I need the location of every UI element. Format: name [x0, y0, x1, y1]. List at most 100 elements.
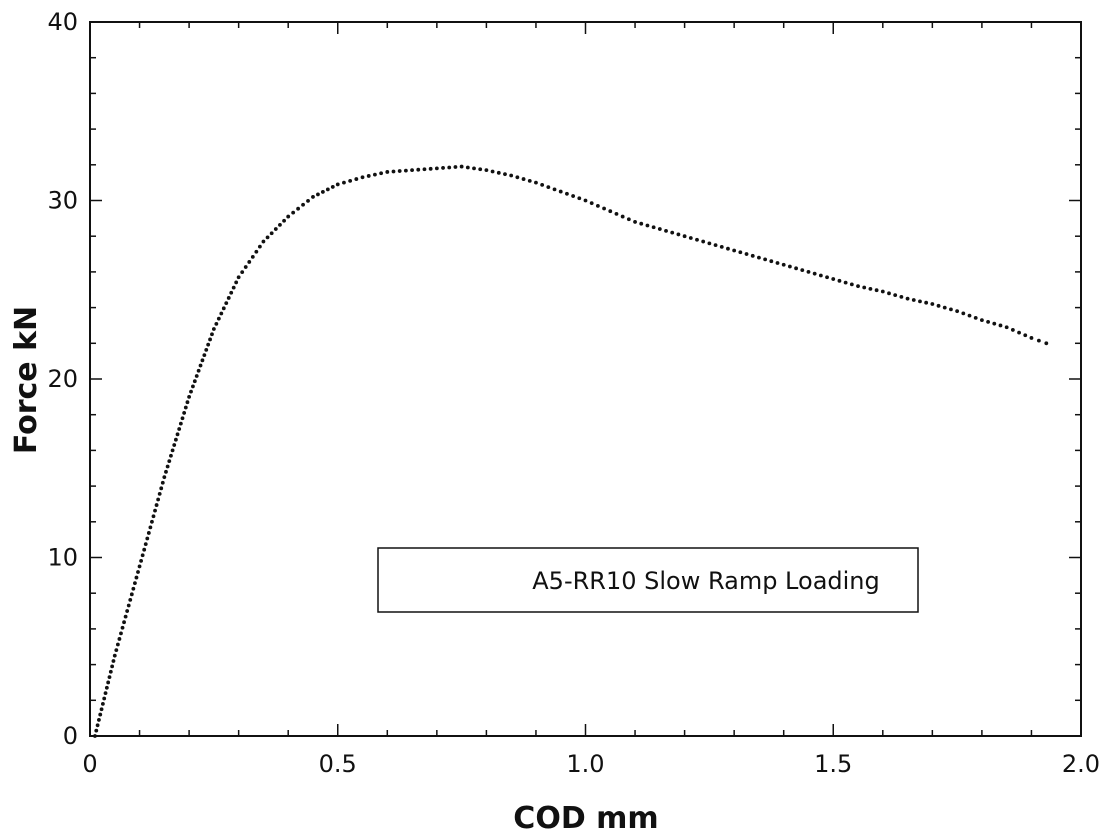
series-dot	[204, 347, 209, 352]
series-dot	[306, 198, 310, 203]
x-tick-label: 0	[82, 750, 97, 778]
series-dot	[131, 586, 136, 591]
series-dot	[571, 194, 576, 198]
series-dot	[527, 178, 532, 183]
data-point	[137, 564, 142, 569]
series-dot	[143, 542, 148, 547]
series-dot	[278, 222, 282, 227]
series-dot	[676, 232, 681, 237]
series-dot	[154, 503, 159, 507]
series-dot	[142, 547, 147, 552]
series-dot	[219, 311, 224, 316]
data-point	[781, 262, 786, 267]
series-dot	[577, 196, 582, 201]
x-tick-labels: 0 0.5 1.0 1.5 2.0	[82, 750, 1100, 778]
series-dot	[670, 230, 675, 235]
data-point	[682, 234, 687, 239]
series-dot	[200, 358, 205, 363]
series-dot	[490, 169, 495, 174]
data-point	[955, 309, 960, 314]
series-dot	[103, 691, 108, 696]
series-dot	[208, 337, 212, 342]
data-point	[509, 173, 514, 178]
data-point	[732, 248, 737, 253]
series-dot	[354, 177, 359, 181]
series-dot	[373, 172, 377, 177]
series-dot	[416, 167, 421, 172]
series-dot	[763, 257, 768, 262]
plot-frame	[89, 21, 1082, 737]
series-dot	[189, 389, 193, 394]
series-dot	[136, 570, 140, 574]
series-dot	[1010, 328, 1015, 332]
series-dot	[403, 168, 408, 173]
series-dot	[744, 252, 749, 256]
series-dot	[620, 214, 625, 219]
series-dot	[129, 592, 134, 597]
series-dot	[967, 313, 972, 318]
series-dot	[325, 187, 330, 192]
series-dot	[226, 296, 231, 300]
series-dot	[231, 285, 236, 290]
series-dot	[126, 603, 131, 608]
series-dot	[973, 315, 978, 320]
tick-marks	[89, 21, 1082, 737]
series-dot	[216, 316, 221, 321]
data-point	[1044, 341, 1049, 346]
series-dot	[117, 637, 122, 641]
y-tick-label: 20	[47, 365, 78, 393]
series-dot	[503, 172, 507, 177]
series-dot	[240, 270, 245, 275]
series-dot	[515, 175, 520, 180]
series-dot	[192, 379, 197, 384]
series-dot	[150, 519, 154, 524]
series-dot	[330, 185, 335, 189]
series-dot	[397, 169, 402, 173]
series-dot	[153, 508, 157, 513]
y-tick-label: 0	[63, 722, 78, 750]
series-dot	[862, 285, 867, 290]
y-tick-label: 40	[47, 8, 78, 36]
series-dot	[178, 421, 183, 426]
x-axis-title: COD mm	[513, 801, 658, 835]
series-dot	[391, 169, 396, 174]
x-tick-label: 1.0	[566, 750, 604, 778]
legend-box	[377, 547, 919, 613]
series-dot	[164, 469, 168, 474]
series-dot	[156, 497, 161, 502]
series-dot	[234, 280, 239, 285]
series-dot	[180, 416, 185, 421]
data-point	[980, 318, 984, 322]
series-dot	[257, 244, 262, 249]
series-dot	[379, 171, 384, 176]
series-dot	[825, 275, 829, 280]
series-dot	[787, 264, 792, 269]
series-dot	[202, 353, 207, 358]
data-point	[633, 220, 637, 224]
series-dot	[157, 492, 162, 496]
series-dot	[552, 187, 557, 192]
series-dot	[145, 536, 150, 541]
series-dot	[320, 190, 325, 194]
series-dot	[794, 266, 798, 271]
series-dot	[104, 685, 109, 690]
series-dot	[94, 728, 99, 733]
series-dot	[719, 245, 724, 249]
data-point	[1029, 336, 1034, 340]
series-dot	[688, 236, 693, 240]
series-dot	[775, 261, 780, 265]
x-tick-label: 1.5	[814, 750, 852, 778]
series-dot	[151, 514, 156, 519]
series-dot	[125, 609, 130, 613]
data-point	[311, 195, 315, 199]
series-dot	[173, 437, 178, 442]
data-point	[112, 653, 117, 658]
data-point	[459, 164, 464, 169]
series-dot	[918, 299, 922, 304]
series-dot	[140, 553, 145, 558]
series-dot	[206, 342, 211, 347]
series-dot	[639, 221, 644, 226]
series-dot	[565, 191, 569, 196]
series-dot	[98, 712, 103, 717]
